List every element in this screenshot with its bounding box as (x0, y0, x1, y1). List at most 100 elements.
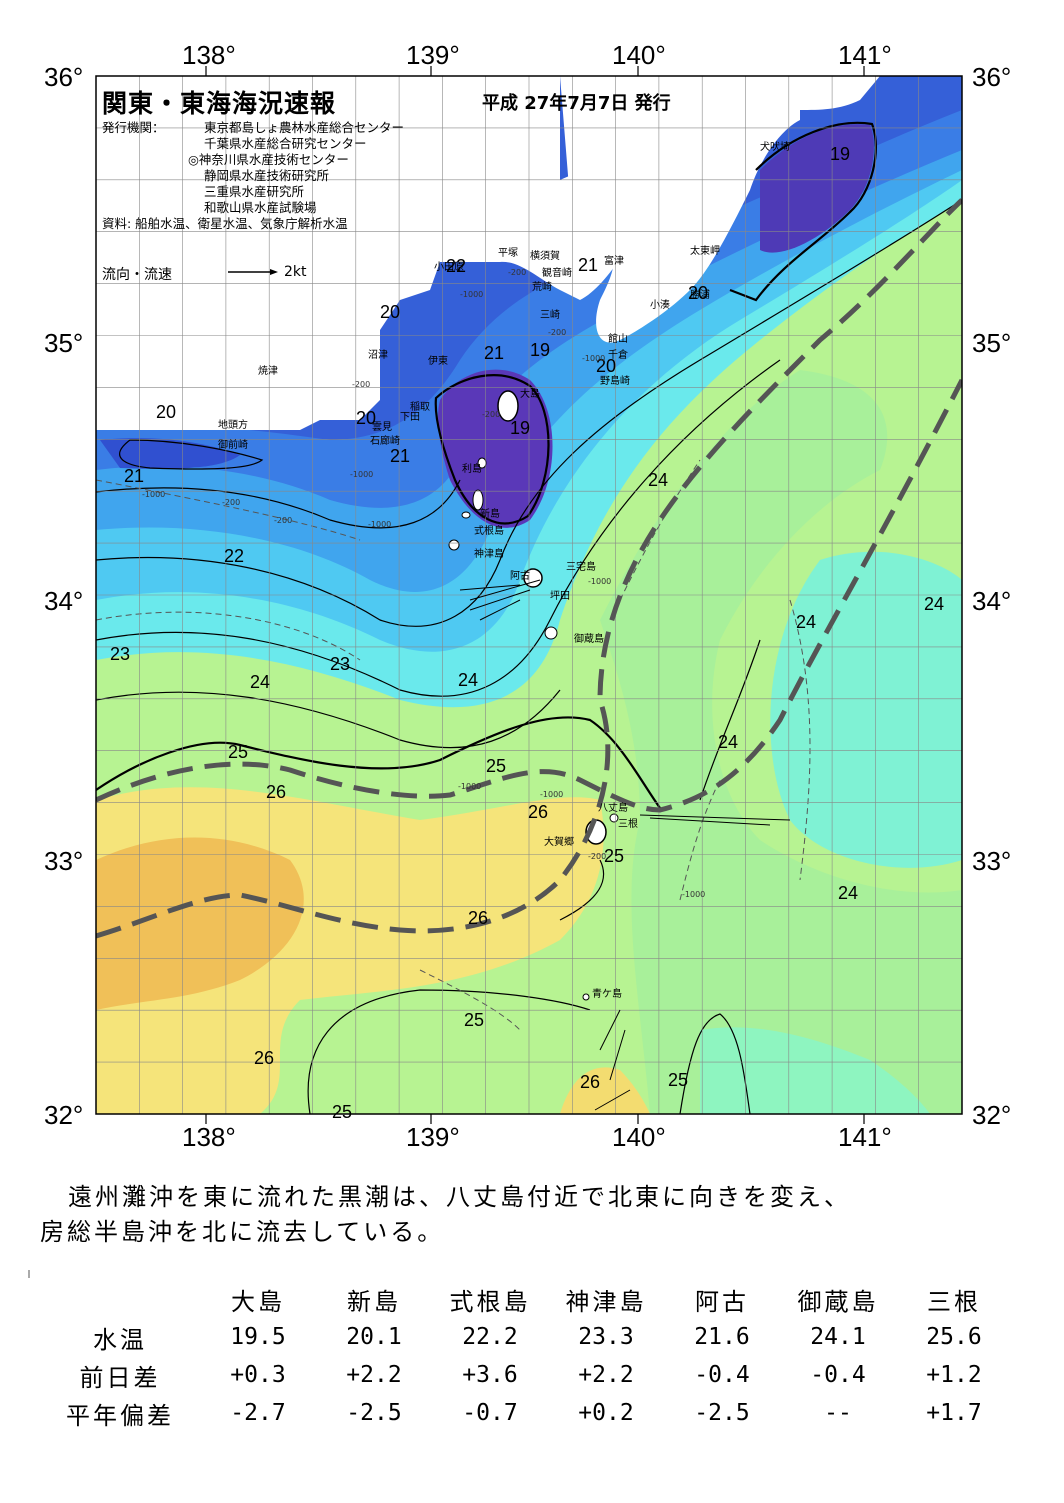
honshu-land (96, 76, 640, 430)
place-name: 石廊崎 (370, 436, 400, 447)
table-cell: -2.7 (230, 1400, 286, 1426)
depth-label: -200 (222, 498, 241, 507)
isotherm-label: 20 (356, 408, 377, 428)
place-name: 雲見 (372, 422, 392, 433)
agency-6: 和歌山県水産試験場 (204, 200, 317, 215)
place-name: 犬吠埼 (760, 142, 790, 153)
isotherms (96, 121, 962, 1114)
place-name: 館山 (608, 334, 628, 345)
isotherm-label: 24 (924, 594, 945, 614)
isotherm-label: 21 (578, 255, 599, 275)
lat-label-36-right: 36° (972, 62, 1012, 92)
place-name: 観音崎 (542, 268, 572, 279)
lat-label-34-right: 34° (972, 586, 1012, 616)
isotherm-label: 24 (838, 883, 859, 903)
place-name: 御前崎 (218, 440, 248, 451)
lon-label-139-top: 139° (406, 40, 460, 70)
isotherm-label: 26 (266, 782, 287, 802)
isotherm-label: 21 (124, 466, 145, 486)
table-cell: 19.5 (230, 1324, 286, 1350)
row-label: 平年偏差 (66, 1401, 174, 1430)
isotherm-label: 26 (580, 1072, 601, 1092)
place-name: 青ケ島 (592, 989, 622, 1000)
place-name: 三崎 (540, 310, 560, 321)
table-cell: -2.5 (346, 1400, 402, 1426)
oshima-island (497, 390, 519, 422)
place-name: 八丈島 (598, 803, 628, 814)
map-canvas (95, 66, 963, 1124)
depth-label: -1000 (460, 290, 484, 299)
table-cell: 21.6 (694, 1324, 750, 1350)
agency-4: 静岡県水産技術研究所 (204, 168, 330, 183)
table-cell: -2.5 (694, 1400, 750, 1426)
place-name: 下田 (400, 412, 420, 423)
place-name: 新島 (480, 509, 500, 520)
isotherm-label: 20 (380, 302, 401, 322)
place-name: 太東岬 (690, 246, 720, 257)
place-name: 伊東 (428, 356, 448, 367)
table-row-water-temp: 水温 19.5 20.1 22.2 23.3 21.6 24.1 25.6 (40, 1318, 1012, 1356)
isotherm-label: 19 (830, 144, 851, 164)
lon-label-140-top: 140° (612, 40, 666, 70)
table-cell: +0.2 (578, 1400, 634, 1426)
isotherm-label: 21 (484, 343, 505, 363)
lat-label-33-right: 33° (972, 846, 1012, 876)
station-header: 御蔵島 (797, 1287, 879, 1316)
place-name: 坪田 (550, 591, 570, 602)
table-cell: -0.4 (810, 1362, 866, 1388)
station-header: 三根 (927, 1287, 981, 1316)
table-cell: 23.3 (578, 1324, 634, 1350)
place-name: 三宅島 (566, 562, 596, 573)
place-name: 稲取 (410, 402, 430, 413)
table-cell: 25.6 (926, 1324, 982, 1350)
table-cell: +2.2 (346, 1362, 402, 1388)
isotherm-label: 24 (458, 670, 479, 690)
isotherm-label: 20 (688, 283, 709, 303)
isotherm-label: 24 (718, 732, 739, 752)
summary-line-2: 房総半島沖を北に流去している。 (40, 1218, 445, 1246)
flow-arrows (459, 579, 791, 1111)
grid-lines (96, 76, 962, 1114)
depth-label: -200 (274, 516, 293, 525)
place-name: 小田原 (434, 262, 464, 273)
depth-label: -1000 (588, 577, 612, 586)
depth-label: -200 (508, 268, 527, 277)
data-source: 資料: 船舶水温、衛星水温、気象庁解析水温 (102, 216, 348, 231)
place-name: 阿古 (510, 571, 530, 582)
depth-label: -200 (352, 380, 371, 389)
place-name: 地頭方 (218, 420, 248, 431)
agency-2: 千葉県水産総合研究センター (204, 136, 367, 151)
row-label: 水温 (93, 1325, 147, 1354)
flow-legend-label: 流向・流速 (102, 267, 172, 283)
depth-contours (96, 459, 811, 1031)
lat-label-32-left: 32° (44, 1100, 84, 1130)
table-cell: 22.2 (462, 1324, 518, 1350)
place-name: 野島崎 (600, 376, 630, 387)
isotherm-label: 25 (464, 1010, 485, 1030)
boso-land (560, 76, 800, 343)
table-row-normal-diff: 平年偏差 -2.7 -2.5 -0.7 +0.2 -2.5 -- +1.7 (40, 1394, 1012, 1432)
isotherm-label: 23 (330, 654, 351, 674)
station-header: 大島 (231, 1287, 285, 1316)
place-name: 大島 (520, 389, 540, 400)
place-name: 沼津 (368, 350, 388, 361)
place-name: 神津島 (474, 549, 504, 560)
place-name: 式根島 (474, 526, 504, 537)
table-cell: -- (824, 1400, 852, 1426)
isotherm-label: 19 (530, 340, 551, 360)
lon-label-141-bottom: 141° (838, 1122, 892, 1152)
isotherm-label: 24 (796, 612, 817, 632)
table-cell: +3.6 (462, 1362, 518, 1388)
station-header: 新島 (347, 1287, 401, 1316)
agency-block: 発行機関： 東京都島しょ農林水産総合センター 千葉県水産総合研究センター ◎神奈… (102, 120, 404, 285)
kuroshio-axis (96, 198, 962, 939)
place-name: 富津 (604, 256, 624, 267)
isotherm-label: 19 (510, 418, 531, 438)
place-name: 三根 (618, 819, 638, 830)
place-name: 御蔵島 (574, 634, 604, 645)
station-header: 式根島 (449, 1287, 531, 1316)
lat-label-34-left: 34° (44, 586, 84, 616)
place-name: 勝浦 (690, 290, 710, 301)
place-name: 平塚 (498, 248, 518, 259)
table-cell: -0.7 (462, 1400, 518, 1426)
